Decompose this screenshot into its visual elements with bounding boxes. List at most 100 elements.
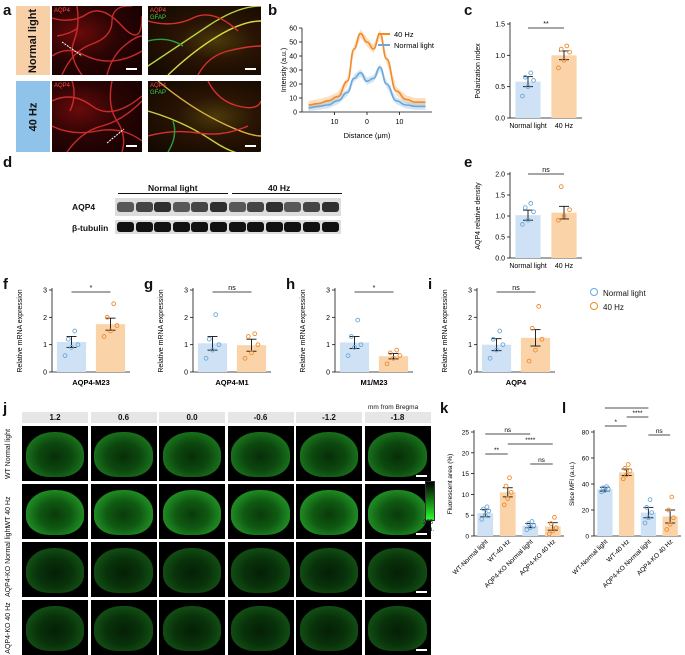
y-tick-label: 15 xyxy=(462,471,470,478)
channel-label-aqp4: AQP4 xyxy=(54,83,71,89)
scale-bar xyxy=(415,533,427,535)
data-point xyxy=(216,342,222,348)
data-point xyxy=(533,347,538,353)
chart-l-slice-mfi: 0 20 40 60 80 Slice MFI (a.u.) WT-Normal light… xyxy=(569,404,681,590)
brain-slice-image xyxy=(90,484,157,539)
data-point xyxy=(394,347,400,353)
chart-g-aqp4-m1: 0 1 2 3 Relative mRNA expression AQP4-M1 ns xyxy=(158,285,271,387)
series-40hz-line xyxy=(308,32,426,106)
data-point xyxy=(539,336,545,342)
data-point xyxy=(101,334,107,339)
y-tick-label: 0 xyxy=(465,534,469,541)
panel-e-letter: e xyxy=(464,154,473,171)
data-point xyxy=(525,84,531,90)
bregma-note: mm from Bregma xyxy=(368,404,419,411)
panel-a-letter: a xyxy=(3,2,12,19)
brain-row-label: WT Normal light xyxy=(5,428,12,479)
y-tick-label: 0.5 xyxy=(495,235,505,242)
data-point xyxy=(528,201,534,206)
brain-slice-image xyxy=(364,600,431,655)
sig-label: **** xyxy=(632,410,643,417)
data-point xyxy=(111,301,117,307)
x-tick-label: 10 xyxy=(396,119,404,126)
data-point xyxy=(397,353,403,358)
chart-b-line-profile: 0 10 20 30 40 50 60 10 0 10 Intensity (a.u.) Dist… xyxy=(281,26,435,141)
micrograph-aqp4-normal: AQP4 xyxy=(52,6,142,75)
blot-band-tubulin xyxy=(228,222,246,232)
data-point xyxy=(72,328,78,334)
data-point xyxy=(108,328,113,334)
sig-label: * xyxy=(625,404,628,408)
data-point xyxy=(669,494,675,500)
data-point xyxy=(507,475,512,481)
data-point xyxy=(348,334,354,339)
brain-slice-image xyxy=(227,542,294,597)
series-40hz-band xyxy=(308,29,426,110)
blot-band-tubulin xyxy=(172,222,190,232)
y-tick-label: 3 xyxy=(468,288,472,295)
brain-row-label: AQP4-KO Normal light xyxy=(5,526,12,597)
y-tick-label: 0.0 xyxy=(495,116,505,123)
panel-g-letter: g xyxy=(144,276,154,293)
y-tick-label: 80 xyxy=(582,430,590,437)
y-tick-label: 20 xyxy=(462,450,470,457)
blot-band-aqp4 xyxy=(321,202,339,212)
y-axis-label: Slice MFI (a.u.) xyxy=(569,462,576,506)
blot-group-line-1 xyxy=(118,193,228,194)
data-point xyxy=(69,345,74,350)
panel-b-letter: b xyxy=(268,2,278,19)
bar xyxy=(477,513,494,536)
data-point xyxy=(62,353,68,358)
y-axis-label: Relative mRNA expression xyxy=(17,289,24,372)
data-point xyxy=(522,74,528,80)
y-axis-label: Relative mRNA expression xyxy=(158,289,165,372)
sig-label: ** xyxy=(543,21,549,28)
brain-slice-image xyxy=(296,600,362,655)
category-label: WT-Normal light xyxy=(452,538,490,576)
x-tick-label: 10 xyxy=(331,119,339,126)
brain-slice-image xyxy=(364,484,431,539)
data-point xyxy=(556,65,561,71)
data-point xyxy=(481,506,486,512)
data-point xyxy=(494,347,499,353)
y-axis-label: Fluorescent area (%) xyxy=(447,454,454,515)
y-axis-label: Relative mRNA expression xyxy=(300,289,307,372)
bar xyxy=(619,472,635,536)
series-normal-light-band xyxy=(308,63,426,112)
y-tick-label: 0 xyxy=(184,370,188,377)
y-tick-label: 1 xyxy=(184,342,188,349)
brain-slice-image xyxy=(159,484,225,539)
panel-j-letter: j xyxy=(3,400,8,417)
blot-row-beta-tubulin: β-tubulin xyxy=(72,223,109,233)
y-tick-label: 3 xyxy=(43,288,47,295)
blot-band-tubulin xyxy=(303,222,320,232)
y-tick-label: 0.0 xyxy=(495,256,505,263)
data-point xyxy=(646,515,651,521)
data-point xyxy=(500,342,506,348)
data-point xyxy=(255,342,261,348)
row-label-normal-light: Normal light xyxy=(16,6,50,75)
data-point xyxy=(75,342,81,348)
sig-label: **** xyxy=(525,437,536,444)
data-point xyxy=(624,472,629,478)
sig-label: * xyxy=(373,285,376,292)
data-point xyxy=(104,314,110,320)
legend-40hz: 40 Hz xyxy=(394,30,414,39)
panel-h-letter: h xyxy=(286,276,296,293)
micrograph-merge-normal: AQP4 GFAP xyxy=(148,6,261,75)
data-point xyxy=(252,331,258,337)
bar xyxy=(597,489,613,536)
data-point xyxy=(490,336,496,342)
y-tick-label: 10 xyxy=(462,492,470,499)
data-point xyxy=(536,304,542,309)
data-point xyxy=(527,525,533,531)
data-point xyxy=(384,361,390,367)
brain-slice-image xyxy=(296,426,362,481)
data-point xyxy=(203,355,209,361)
panel-k-letter: k xyxy=(440,400,449,417)
data-point xyxy=(552,514,557,520)
row-label-40hz: 40 Hz xyxy=(16,81,50,152)
blot-band-tubulin xyxy=(247,222,265,232)
data-point xyxy=(548,521,554,526)
data-point xyxy=(522,205,528,210)
